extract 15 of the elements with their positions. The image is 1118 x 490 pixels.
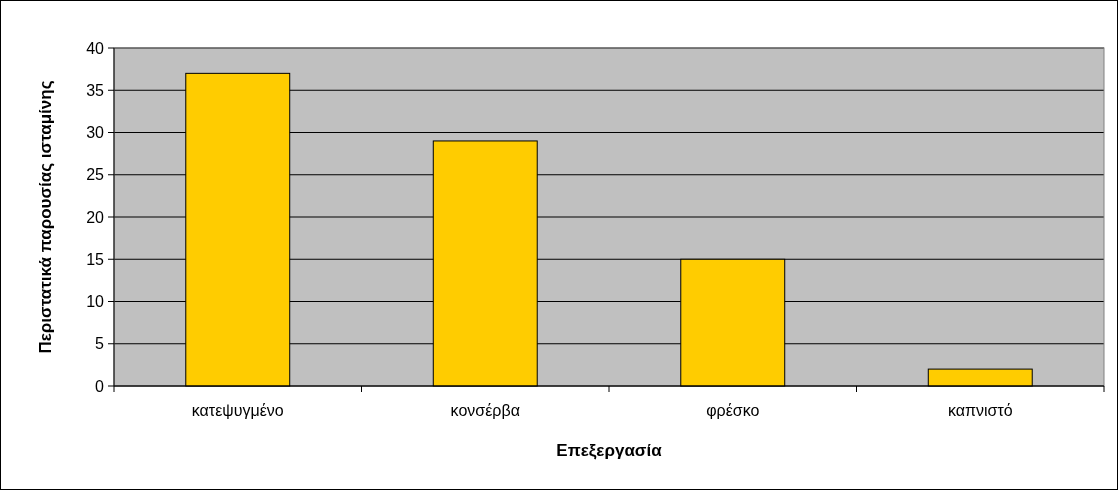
- y-tick-label: 15: [86, 250, 105, 268]
- x-axis-title: Επεξεργασία: [556, 441, 663, 460]
- y-tick-label: 0: [95, 377, 105, 395]
- x-tick-label: φρέσκο: [706, 402, 760, 419]
- y-tick-label: 40: [86, 39, 105, 57]
- y-tick-label: 35: [86, 81, 105, 99]
- x-tick-label: κονσέρβα: [450, 402, 520, 419]
- y-tick-label: 30: [86, 124, 105, 142]
- y-tick-label: 5: [95, 335, 105, 353]
- x-tick-label: κατεψυγμένο: [191, 402, 284, 419]
- y-tick-label: 10: [86, 293, 105, 311]
- y-tick-label: 20: [86, 208, 105, 226]
- y-axis-title: Περιστατικά παρουσίας ισταμίνης: [36, 80, 55, 354]
- x-tick-label: καπνιστό: [947, 402, 1013, 419]
- y-tick-label: 25: [86, 166, 105, 184]
